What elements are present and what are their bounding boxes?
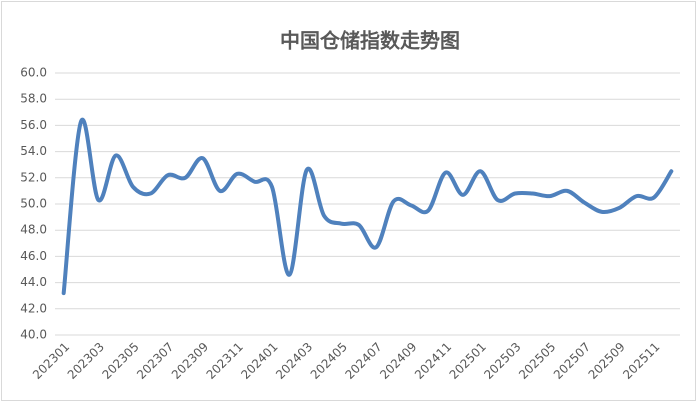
y-tick-label: 60.0 [20,66,47,80]
y-tick-label: 58.0 [20,92,47,106]
y-tick-label: 48.0 [20,223,47,237]
y-tick-label: 54.0 [20,144,47,158]
y-tick-label: 50.0 [20,197,47,211]
line [61,117,674,296]
chart-title: 中国仓储指数走势图 [280,29,460,53]
y-tick-label: 40.0 [20,328,47,342]
y-tick-label: 42.0 [20,301,47,315]
y-tick-label: 46.0 [20,249,47,263]
y-tick-label: 44.0 [20,275,47,289]
y-tick-label: 52.0 [20,170,47,184]
y-tick-label: 56.0 [20,118,47,132]
